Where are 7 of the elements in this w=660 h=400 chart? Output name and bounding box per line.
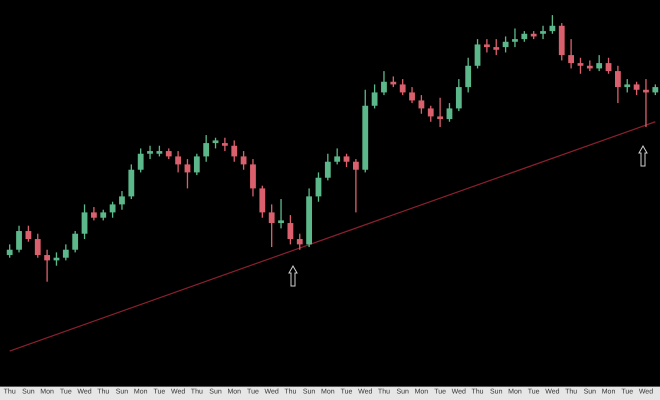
candlestick bbox=[156, 146, 162, 156]
candlestick bbox=[222, 138, 228, 152]
candlestick bbox=[437, 98, 444, 128]
candlestick bbox=[352, 159, 359, 212]
candlestick bbox=[484, 39, 490, 52]
candlestick bbox=[44, 250, 50, 282]
candlestick bbox=[493, 39, 500, 56]
